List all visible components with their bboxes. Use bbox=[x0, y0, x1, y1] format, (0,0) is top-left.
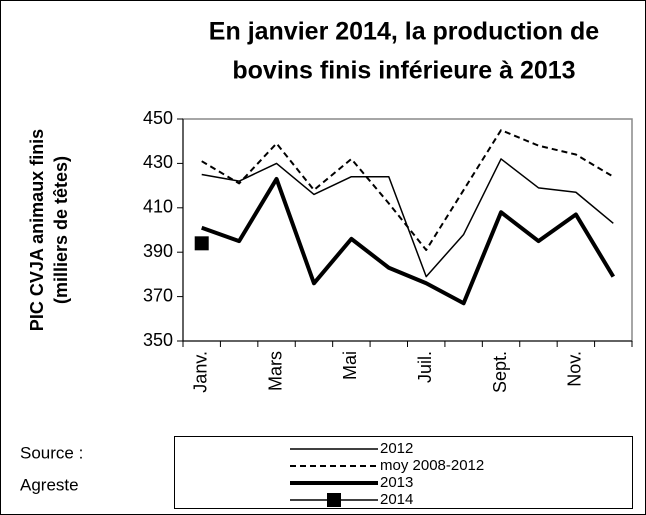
chart-title: En janvier 2014, la production de bbox=[209, 18, 599, 46]
y-tick-label: 370 bbox=[143, 285, 173, 305]
legend-label: moy 2008-2012 bbox=[380, 457, 484, 474]
y-tick-label: 390 bbox=[143, 241, 173, 261]
chart-title: bovins finis inférieure à 2013 bbox=[232, 57, 575, 85]
y-tick-label: 450 bbox=[143, 108, 173, 128]
legend-label: 2012 bbox=[380, 440, 413, 457]
x-tick-label: Sept. bbox=[490, 351, 510, 393]
x-tick-label: Mai bbox=[340, 351, 360, 380]
legend-box bbox=[174, 436, 633, 509]
series-line bbox=[201, 129, 614, 251]
legend-label: 2013 bbox=[380, 474, 413, 491]
x-tick-label: Mars bbox=[265, 351, 285, 391]
source: Source : bbox=[20, 443, 83, 462]
y-tick-label: 430 bbox=[143, 152, 173, 172]
series-marker bbox=[194, 236, 209, 251]
y-tick-label: 410 bbox=[143, 197, 173, 217]
source: Agreste bbox=[20, 475, 79, 494]
series-line bbox=[201, 176, 616, 306]
x-tick-label: Janv. bbox=[190, 351, 210, 393]
y-tick-label: 350 bbox=[143, 330, 173, 350]
legend-marker bbox=[327, 493, 341, 507]
legend-label: 2014 bbox=[380, 491, 413, 508]
x-tick-label: Nov. bbox=[565, 351, 585, 387]
y-axis-label: (milliers de têtes) bbox=[51, 156, 71, 304]
y-axis-label: PIC CVJA animaux finis bbox=[27, 129, 47, 331]
x-tick-label: Juil. bbox=[415, 351, 435, 383]
